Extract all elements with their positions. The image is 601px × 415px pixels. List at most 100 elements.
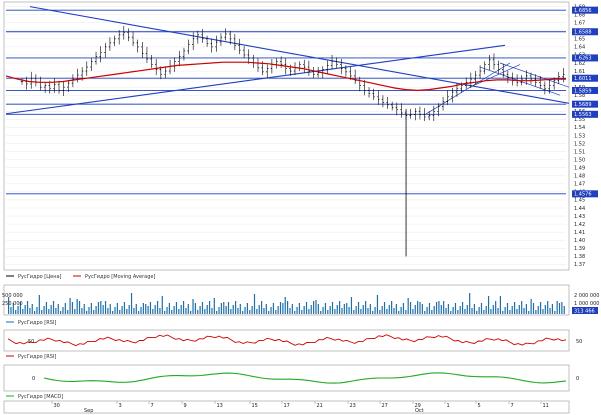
volume-bar — [256, 309, 258, 314]
volume-bar — [97, 302, 100, 314]
volume-bar — [539, 302, 542, 314]
volume-bar — [532, 303, 535, 314]
volume-bar — [239, 304, 241, 314]
volume-bar — [466, 305, 468, 314]
volume-bar — [511, 306, 513, 314]
level-tag: 1.6856 — [574, 8, 592, 14]
volume-bar — [284, 297, 286, 314]
volume-bar — [114, 307, 116, 314]
volume-bar — [152, 309, 154, 314]
volume-bar — [26, 301, 29, 314]
volume-bar — [289, 308, 291, 314]
price-tick: 1.68 — [574, 12, 585, 18]
volume-bar — [525, 304, 528, 314]
date-label: 27 — [382, 403, 388, 409]
date-label: 30 — [54, 403, 60, 409]
volume-bar — [369, 304, 371, 314]
volume-bar — [454, 303, 457, 314]
level-tag-bg — [572, 74, 598, 82]
volume-bar — [161, 296, 163, 314]
volume-bar — [426, 307, 428, 314]
price-tick: 1.44 — [574, 206, 585, 212]
volume-bar — [190, 311, 192, 314]
volume-bar — [192, 299, 194, 314]
volume-bar — [315, 300, 317, 314]
volume-bar — [563, 306, 565, 314]
level-tag-bg — [572, 110, 598, 118]
volume-bar — [199, 306, 201, 314]
volume-bar — [388, 305, 390, 314]
volume-bar — [133, 308, 135, 314]
level-tag: 1.6011 — [574, 76, 592, 82]
volume-bar — [121, 306, 123, 314]
volume-bar — [206, 305, 208, 314]
volume-bar — [537, 306, 539, 314]
legend-price: РусГидро [Цена] — [18, 274, 62, 280]
volume-bar — [268, 311, 270, 314]
volume-bar — [244, 307, 246, 314]
volume-bar — [175, 302, 178, 314]
volume-bar — [275, 310, 277, 314]
volume-tick-left-0: 500 000 — [2, 293, 23, 299]
volume-bar — [52, 301, 55, 314]
volume-bar — [471, 308, 473, 314]
volume-bar — [417, 301, 419, 314]
volume-bar — [204, 309, 206, 314]
volume-bar — [523, 308, 525, 314]
date-label: 15 — [252, 403, 258, 409]
price-tick: 1.49 — [574, 166, 585, 172]
volume-bar — [495, 301, 497, 314]
volume-bar — [86, 311, 88, 314]
volume-bar — [447, 304, 449, 314]
volume-bar — [327, 310, 329, 314]
volume-bar — [310, 305, 312, 314]
price-tick: 1.64 — [574, 45, 585, 51]
volume-bar — [173, 306, 175, 314]
trend-line — [5, 44, 506, 115]
price-levels — [6, 9, 566, 195]
volume-bar — [542, 309, 544, 314]
volume-bar — [301, 310, 303, 314]
volume-bar — [237, 308, 239, 314]
volume-bar — [440, 305, 442, 314]
volume-bar — [242, 311, 244, 314]
volume-bar — [414, 305, 416, 314]
level-tag-bg — [572, 100, 598, 108]
volume-bar — [272, 303, 275, 314]
volume-bar — [431, 310, 433, 314]
volume-value-tag-bg — [572, 307, 598, 314]
volume-bar — [433, 306, 435, 314]
volume-bar — [166, 307, 168, 314]
volume-bar — [320, 311, 322, 314]
level-tag: 1.5859 — [574, 88, 592, 94]
volume-bar — [402, 303, 405, 314]
volume-bar — [497, 308, 499, 314]
volume-bar — [10, 307, 12, 314]
volume-bar — [168, 303, 170, 314]
volume-bar — [258, 305, 260, 314]
volume-bar — [135, 304, 137, 314]
price-tick: 1.42 — [574, 222, 585, 228]
volume-bar — [48, 309, 50, 314]
volume-bar — [381, 306, 383, 314]
volume-bar — [339, 301, 341, 314]
volume-bar — [55, 308, 57, 314]
trend-line — [499, 62, 570, 88]
price-tick: 1.37 — [574, 262, 585, 268]
volume-bar — [216, 311, 218, 314]
volume-bar — [556, 301, 558, 314]
date-label: 1 — [447, 403, 450, 409]
volume-bar — [485, 306, 487, 314]
volume-bar — [405, 310, 407, 314]
volume-bar — [230, 309, 232, 314]
volume-bar — [232, 305, 234, 314]
volume-bar — [334, 309, 336, 314]
price-tick: 1.55 — [574, 117, 585, 123]
date-axis: 30 3 7 9 13 15 17 21 23 27 29 1 5 7 11 — [51, 401, 549, 409]
volume-bar — [353, 310, 355, 314]
date-label: 29 — [415, 403, 421, 409]
volume-bar — [76, 299, 78, 314]
volume-bar — [100, 301, 102, 314]
volume-bar — [8, 297, 10, 314]
volume-bar — [213, 298, 215, 314]
